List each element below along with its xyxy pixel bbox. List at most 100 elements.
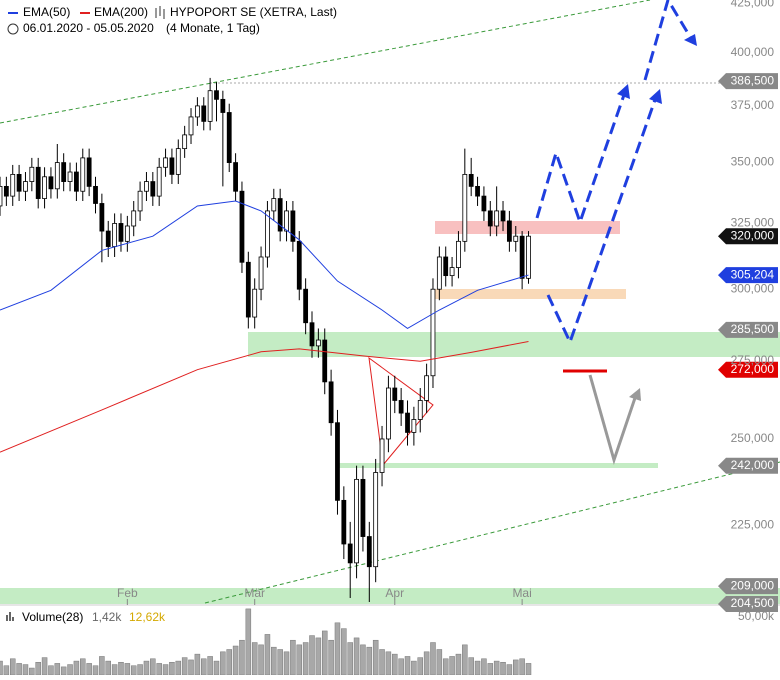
arrow-head: [617, 84, 630, 99]
volume-bar: [283, 651, 290, 676]
price-pane: [0, 0, 780, 604]
price-tag: [718, 596, 778, 612]
candle-body: [201, 105, 207, 122]
volume-bar: [525, 663, 532, 676]
volume-bar: [99, 656, 105, 676]
volume-bar: [169, 661, 175, 676]
candle-body: [500, 210, 506, 222]
candle-body: [105, 230, 111, 247]
candle-body: [417, 400, 423, 420]
volume-bar: [162, 664, 169, 676]
candle-body: [42, 176, 47, 199]
volume-bar: [156, 663, 162, 676]
ema-line: [0, 341, 529, 453]
y-tick-label: 400,000: [731, 45, 775, 59]
candle-body: [3, 185, 9, 197]
volume-bar: [404, 656, 411, 676]
candle-body: [86, 157, 92, 187]
ema-line: [0, 200, 529, 330]
y-tick-label: 425,000: [731, 0, 775, 9]
volume-bar: [474, 660, 481, 676]
x-tick-label: Mai: [512, 586, 531, 600]
volume-bar: [181, 657, 188, 676]
forecast-arrows: [535, 0, 694, 346]
candle-body: [16, 173, 22, 192]
candle-body: [487, 210, 493, 227]
trend-line: [0, 0, 651, 124]
arrow: [535, 91, 627, 227]
volume-bar: [449, 656, 455, 676]
price-tag-label: 305,204: [731, 267, 775, 281]
volume-bar: [519, 658, 525, 676]
volume-bar: [347, 642, 353, 676]
candle-body: [526, 235, 531, 279]
volume-bar: [264, 634, 271, 676]
candle-body: [449, 267, 455, 277]
volume-bar: [385, 651, 392, 676]
volume-bar: [334, 622, 341, 676]
volume-bar: [201, 658, 207, 676]
price-tag: [718, 578, 778, 595]
volume-bar: [353, 637, 360, 676]
candle-body: [61, 162, 67, 182]
candle-body: [436, 256, 442, 290]
candle-body: [462, 173, 468, 242]
candle-body: [360, 478, 366, 537]
volume-bar: [258, 644, 264, 676]
arrow-heads: [617, 34, 697, 104]
arrow-head: [684, 34, 697, 46]
candle-body: [322, 339, 328, 383]
candle-body: [258, 256, 264, 290]
candle-body: [0, 185, 3, 207]
volume-bar: [462, 644, 468, 676]
candle-body: [456, 240, 461, 268]
candle-body: [124, 225, 130, 242]
volume-bar: [207, 656, 213, 676]
y-tick-label: 250,000: [731, 431, 775, 445]
candle-body: [296, 240, 302, 290]
price-tag: [718, 228, 778, 245]
price-tag-label: 209,000: [731, 578, 775, 592]
volume-bar: [398, 658, 404, 676]
x-tick-label: Mär: [244, 586, 265, 600]
volume-bar: [296, 644, 303, 676]
candle-body: [271, 198, 277, 212]
volume-bar: [360, 644, 366, 676]
price-tag-label: 386,500: [731, 73, 775, 87]
candle-body: [226, 112, 232, 163]
candle-body: [233, 162, 238, 192]
volume-bar: [41, 657, 48, 676]
legend-label: EMA(200): [94, 5, 148, 19]
candle-body: [150, 181, 156, 197]
candle-body: [354, 478, 359, 564]
volume-legend: Volume(28) 1,42k 12,62k: [6, 610, 166, 624]
volume-bar: [137, 664, 143, 676]
x-tick-label: Apr: [385, 586, 404, 600]
arrow: [546, 96, 658, 346]
y-tick-label: 225,000: [731, 518, 775, 532]
volume-bar: [430, 642, 436, 676]
x-tick-label: Feb: [117, 586, 138, 600]
volume-bar: [143, 660, 150, 676]
candle-body: [188, 116, 194, 136]
volume-bar: [277, 649, 283, 676]
candle-body: [137, 190, 143, 212]
candle-body: [411, 419, 417, 433]
volume-bar: [513, 659, 519, 676]
volume-bar: [442, 658, 449, 676]
volume-bar: [220, 651, 226, 676]
gray-arrow: [588, 374, 638, 466]
support-zone: [0, 588, 780, 604]
candle-body: [494, 210, 500, 227]
volume-bar: [194, 653, 201, 676]
volume-bar: [3, 665, 10, 676]
price-tag: [718, 457, 778, 474]
price-tags: 386,500 320,000 305,204 285,500 272,000 242,0…: [718, 73, 778, 612]
y-tick-label: 275,000: [731, 353, 775, 367]
candle-body: [245, 261, 251, 318]
candle-body: [475, 185, 480, 197]
zone: [435, 289, 626, 299]
date-range: 06.01.2020 - 05.05.2020: [23, 21, 154, 35]
price-tag-label: 204,500: [731, 596, 775, 610]
